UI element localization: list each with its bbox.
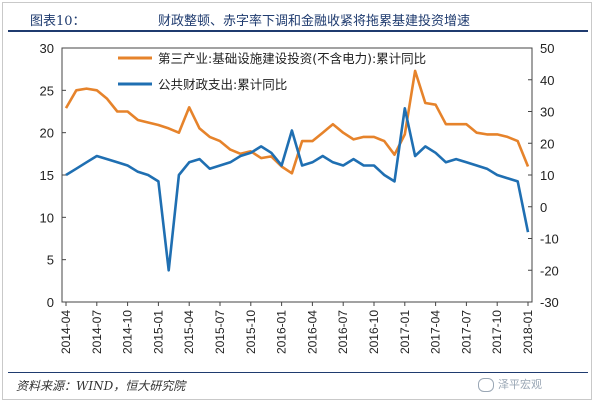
x-axis-tick-label: 2015-01: [151, 310, 165, 354]
figure-frame: [2, 2, 592, 400]
legend-label: 公共财政支出:累计同比: [158, 77, 287, 92]
x-axis-tick-label: 2018-01: [521, 310, 535, 354]
left-axis-tick-label: 10: [40, 210, 54, 225]
legend-label: 第三产业:基础设施建设投资(不含电力):累计同比: [158, 51, 426, 66]
left-axis-tick-label: 5: [47, 253, 54, 268]
x-axis-tick-label: 2016-01: [275, 310, 289, 354]
watermark: 泽平宏观: [478, 376, 542, 392]
plot-area: [61, 47, 533, 303]
x-axis-tick-label: 2017-01: [398, 310, 412, 354]
x-axis-tick-label: 2015-10: [244, 310, 258, 354]
right-axis-tick-label: 0: [540, 200, 547, 215]
x-axis-tick-label: 2015-04: [182, 310, 196, 354]
right-axis-tick-label: -20: [540, 263, 559, 278]
left-axis-tick-label: 30: [40, 41, 54, 56]
x-axis-tick-label: 2014-04: [59, 310, 73, 354]
left-axis-tick-label: 20: [40, 126, 54, 141]
x-axis-tick-label: 2016-04: [305, 310, 319, 354]
left-axis-tick-label: 15: [40, 168, 54, 183]
right-axis-tick-label: 20: [540, 136, 554, 151]
x-axis-tick-label: 2015-07: [213, 310, 227, 354]
source-note: 资料来源：WIND，恒大研究院: [16, 379, 186, 393]
watermark-text: 泽平宏观: [498, 378, 542, 391]
right-axis-tick-label: 10: [540, 168, 554, 183]
series-line-fiscal-spending: [65, 107, 530, 272]
x-axis-tick-label: 2014-10: [121, 310, 135, 354]
right-axis-tick-label: 50: [540, 41, 554, 56]
figure-title-bar: 图表10： 财政整顿、赤字率下调和金融收紧将拖累基建投资增速: [8, 6, 588, 30]
x-axis-tick-label: 2017-10: [490, 310, 504, 354]
x-axis-tick-label: 2014-07: [90, 310, 104, 354]
x-axis-tick-label: 2016-07: [336, 310, 350, 354]
series-line-infrastructure: [64, 69, 530, 175]
right-axis-tick-label: 30: [540, 105, 554, 120]
right-axis-tick-label: -30: [540, 295, 559, 310]
x-axis-tick-label: 2017-04: [429, 310, 443, 354]
title-divider: [8, 30, 588, 32]
left-axis-tick-label: 25: [40, 83, 54, 98]
figure-title: 财政整顿、赤字率下调和金融收紧将拖累基建投资增速: [158, 14, 471, 29]
figure-number: 图表10：: [30, 14, 86, 29]
wechat-icon: [478, 378, 494, 392]
footer-divider: [8, 372, 588, 373]
right-axis-tick-label: -10: [540, 232, 559, 247]
left-axis-tick-label: 0: [47, 295, 54, 310]
x-axis-tick-label: 2016-10: [367, 310, 381, 354]
x-axis-tick-label: 2017-07: [459, 310, 473, 354]
right-axis-tick-label: 40: [540, 73, 554, 88]
